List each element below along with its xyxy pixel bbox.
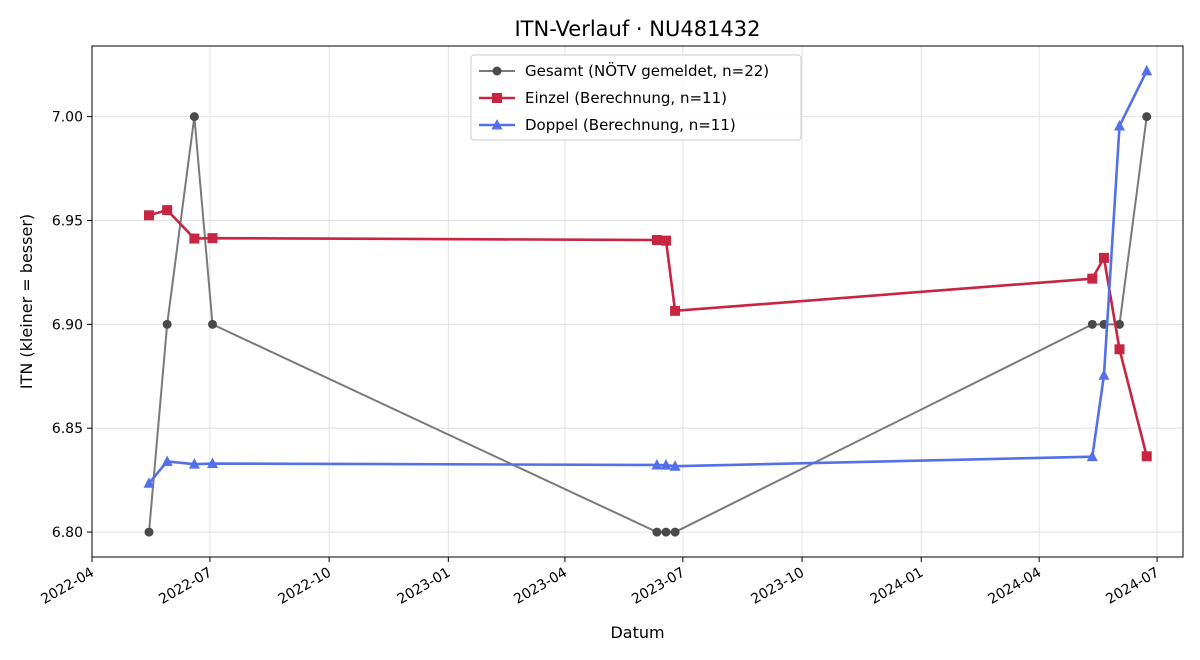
data-point xyxy=(670,527,680,537)
legend-label: Doppel (Berechnung, n=11) xyxy=(525,116,736,134)
data-point xyxy=(207,457,219,469)
data-point xyxy=(1141,451,1152,462)
data-point xyxy=(162,205,173,216)
data-point xyxy=(189,112,199,122)
ticks: 6.80 6.85 6.90 6.95 7.00 2022-04 2022-07 2022-1… xyxy=(38,110,1162,608)
legend-box xyxy=(470,54,802,141)
plot-frame xyxy=(91,45,1184,558)
data-point xyxy=(189,233,200,244)
data-point xyxy=(188,458,200,469)
x-tick-label: 2024-04 xyxy=(986,565,1045,608)
data-point xyxy=(669,460,681,471)
y-tick-label: 6.90 xyxy=(52,317,83,333)
y-tick-label: 6.80 xyxy=(52,525,83,541)
data-point xyxy=(1098,369,1110,380)
y-tick-label: 6.85 xyxy=(52,421,83,437)
legend-swatch-marker xyxy=(492,66,502,76)
x-tick-label: 2023-10 xyxy=(748,565,807,608)
data-point xyxy=(1114,344,1125,355)
data-point xyxy=(207,233,218,244)
data-point xyxy=(660,459,672,470)
data-point xyxy=(1087,273,1098,284)
data-point xyxy=(144,210,155,221)
x-tick-label: 2022-04 xyxy=(38,565,97,608)
series-2 xyxy=(144,205,1152,462)
legend-label: Einzel (Berechnung, n=11) xyxy=(525,89,727,107)
x-tick-label: 2022-07 xyxy=(156,565,215,608)
data-point xyxy=(1141,64,1153,76)
data-point xyxy=(208,319,218,329)
legend-swatch-marker xyxy=(491,119,503,130)
legend-swatch-marker xyxy=(492,93,502,103)
chart-title: ITN-Verlauf · NU481432 xyxy=(514,17,760,41)
x-tick-label: 2024-07 xyxy=(1103,565,1162,608)
series-3 xyxy=(143,64,1153,488)
legend-item: Gesamt (NÖTV gemeldet, n=22) xyxy=(479,61,769,80)
data-point xyxy=(652,527,662,537)
series-layer xyxy=(143,64,1153,537)
data-point xyxy=(1114,119,1126,131)
data-point xyxy=(1115,319,1125,329)
y-tick-label: 7.00 xyxy=(52,110,83,126)
data-point xyxy=(162,319,172,329)
data-point xyxy=(1098,252,1109,263)
legend-item: Einzel (Berechnung, n=11) xyxy=(479,89,727,107)
x-tick-label: 2024-01 xyxy=(868,565,927,608)
data-point xyxy=(661,235,672,246)
data-point xyxy=(670,305,681,316)
data-point xyxy=(1142,112,1152,122)
data-point xyxy=(651,458,663,470)
legend-item: Doppel (Berechnung, n=11) xyxy=(479,116,736,134)
legend: Gesamt (NÖTV gemeldet, n=22) Einzel (Bere… xyxy=(470,54,802,141)
data-point xyxy=(1087,319,1097,329)
series-line xyxy=(148,208,1148,457)
data-point xyxy=(161,455,173,466)
data-point xyxy=(651,235,662,246)
x-tick-label: 2022-10 xyxy=(275,565,334,608)
data-point xyxy=(144,527,154,537)
data-point xyxy=(1086,450,1098,462)
legend-label: Gesamt (NÖTV gemeldet, n=22) xyxy=(525,61,769,80)
x-tick-label: 2023-07 xyxy=(629,565,688,608)
data-point xyxy=(661,527,671,537)
y-tick-label: 6.95 xyxy=(52,213,83,229)
y-axis-label: ITN (kleiner = besser) xyxy=(17,214,36,389)
x-tick-label: 2023-01 xyxy=(395,565,454,608)
series-1 xyxy=(144,112,1152,537)
x-tick-label: 2023-04 xyxy=(511,565,570,608)
data-point xyxy=(143,477,155,488)
x-axis-label: Datum xyxy=(610,623,664,642)
